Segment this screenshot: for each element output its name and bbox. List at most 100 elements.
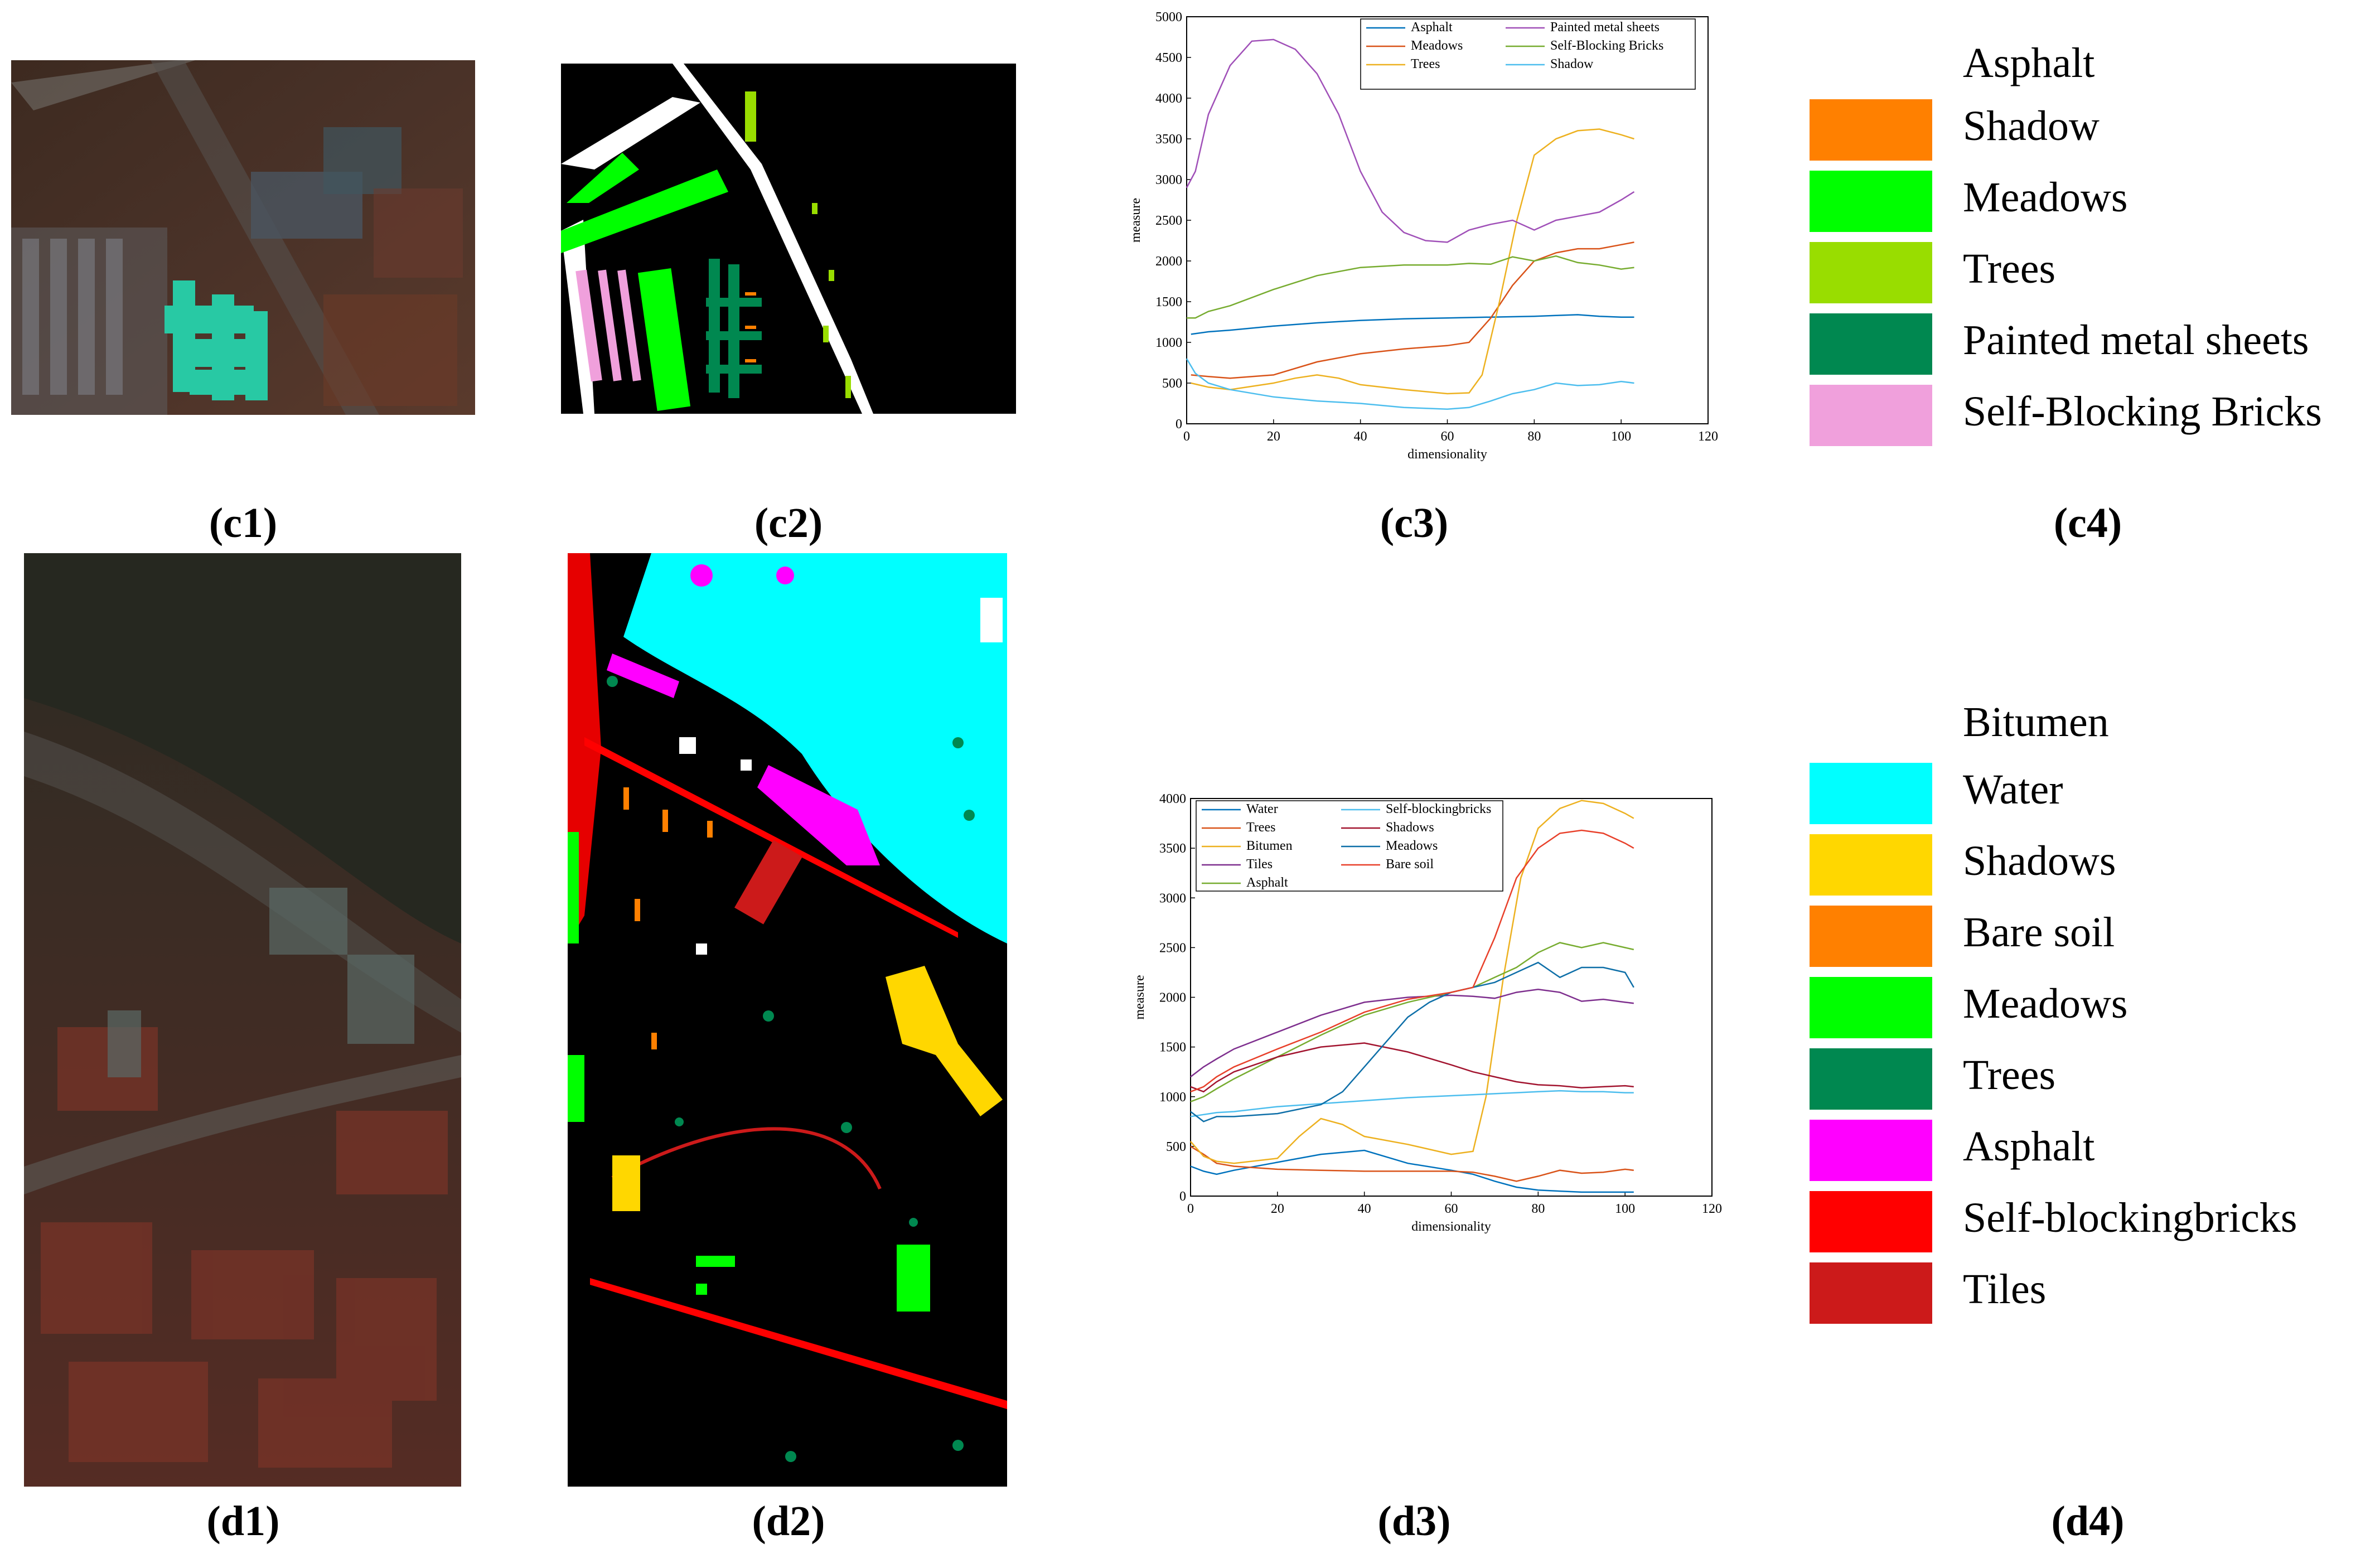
- chart-legend-label: Trees: [1411, 57, 1440, 71]
- y-tick-label: 2500: [1159, 941, 1186, 955]
- x-tick-label: 60: [1441, 429, 1454, 444]
- legend_d4-item: Meadows: [1801, 977, 2359, 1038]
- d3-spectral-chart: 0 20 40 60 80 100 120 0 500 1000 1500 2000 2500 3000 3…: [1133, 792, 1722, 1234]
- chart-legend-label: Self-blockingbricks: [1386, 802, 1491, 816]
- y-tick-label: 4000: [1155, 91, 1182, 106]
- d1-satellite-image: [24, 553, 461, 1487]
- y-tick-label: 0: [1176, 417, 1182, 432]
- legend_d4-swatch: [1810, 1262, 1932, 1324]
- series-line-trees: [1191, 128, 1634, 395]
- x-tick-label: 120: [1698, 429, 1718, 444]
- c1-satellite-image: [11, 60, 475, 415]
- c4-legend-header: Asphalt: [1963, 40, 2095, 86]
- legend_d4-label: Tiles: [1963, 1266, 2047, 1313]
- y-axis-label: measure: [1133, 975, 1147, 1020]
- x-tick-label: 20: [1271, 1202, 1284, 1216]
- series-line-meadows: [1191, 241, 1634, 379]
- caption-d1: (d1): [206, 1498, 280, 1545]
- chart-legend-label: Shadow: [1550, 57, 1594, 71]
- chart-legend-label: Asphalt: [1246, 875, 1288, 890]
- y-tick-label: 1500: [1159, 1041, 1186, 1055]
- y-tick-label: 2000: [1159, 991, 1186, 1005]
- y-tick-label: 0: [1179, 1189, 1186, 1204]
- caption-d3: (d3): [1377, 1498, 1451, 1545]
- y-tick-label: 2000: [1155, 254, 1182, 269]
- chart-legend-label: Asphalt: [1411, 20, 1453, 35]
- y-tick-label: 500: [1162, 376, 1182, 391]
- legend_d4-swatch: [1810, 763, 1932, 824]
- legend_c4-swatch: [1810, 242, 1932, 303]
- series-line-bare-soil: [1190, 829, 1634, 1092]
- y-tick-label: 3000: [1155, 173, 1182, 187]
- caption-c1: (c1): [209, 500, 278, 546]
- x-axis-label: dimensionality: [1407, 447, 1487, 462]
- legend_c4-swatch: [1810, 385, 1932, 446]
- legend_c4-swatch: [1810, 99, 1932, 161]
- y-tick-label: 1500: [1155, 295, 1182, 309]
- d4-legend: Bitumen Water Shadows Bare soil Meadows Tree…: [1801, 691, 2380, 1327]
- series-line-painted-metal-sheets: [1186, 38, 1635, 243]
- d4-legend-header: Bitumen: [1963, 699, 2109, 746]
- chart-legend-label: Painted metal sheets: [1550, 20, 1660, 35]
- legend_d4-swatch: [1810, 977, 1932, 1038]
- legend_c4-item: Painted metal sheets: [1801, 313, 2359, 375]
- legend_c4-item: Trees: [1801, 242, 2359, 303]
- legend_d4-label: Asphalt: [1963, 1123, 2095, 1170]
- d2-ground-truth-map: [568, 553, 1007, 1487]
- chart-legend-label: Trees: [1246, 820, 1275, 835]
- legend_c4-label: Shadow: [1963, 103, 2100, 149]
- legend_c4-label: Self-Blocking Bricks: [1963, 388, 2322, 435]
- chart-legend-label: Water: [1246, 802, 1278, 816]
- x-tick-label: 60: [1445, 1202, 1458, 1216]
- x-tick-label: 40: [1354, 429, 1367, 444]
- legend_d4-swatch: [1810, 1120, 1932, 1181]
- y-tick-label: 4000: [1159, 792, 1186, 806]
- c2-ground-truth-art: [561, 64, 1016, 414]
- x-axis-label: dimensionality: [1411, 1220, 1491, 1234]
- legend_c4-item: Meadows: [1801, 171, 2359, 232]
- series-line-meadows: [1190, 961, 1634, 1122]
- x-tick-label: 120: [1702, 1202, 1722, 1216]
- series-line-trees: [1190, 1145, 1634, 1182]
- y-tick-label: 1000: [1155, 336, 1182, 350]
- y-tick-label: 5000: [1155, 10, 1182, 25]
- chart-legend-label: Shadows: [1386, 820, 1434, 835]
- legend_d4-swatch: [1810, 834, 1932, 896]
- series-line-shadows: [1190, 1042, 1634, 1093]
- y-tick-label: 1000: [1159, 1090, 1186, 1105]
- x-tick-label: 80: [1527, 429, 1541, 444]
- legend_d4-swatch: [1810, 1191, 1932, 1252]
- y-tick-label: 3000: [1159, 891, 1186, 906]
- x-tick-label: 100: [1615, 1202, 1635, 1216]
- chart-legend-label: Tiles: [1246, 857, 1273, 872]
- legend_c4-item: Self-Blocking Bricks: [1801, 385, 2359, 446]
- caption-d4: (d4): [2051, 1498, 2125, 1545]
- legend_c4-item: Shadow: [1801, 99, 2359, 161]
- legend_d4-label: Bare soil: [1963, 909, 2115, 956]
- caption-c2: (c2): [754, 500, 823, 546]
- legend_d4-item: Shadows: [1801, 834, 2359, 896]
- d1-satellite-art: [24, 553, 461, 1487]
- series-line-self-blocking-bricks: [1187, 255, 1634, 319]
- y-tick-label: 4500: [1155, 51, 1182, 65]
- y-tick-label: 2500: [1155, 214, 1182, 228]
- chart-legend-box: [1360, 18, 1696, 90]
- y-tick-label: 3500: [1159, 841, 1186, 856]
- chart-legend-label: Bare soil: [1386, 857, 1434, 872]
- legend_d4-item: Tiles: [1801, 1262, 2359, 1324]
- legend_c4-label: Meadows: [1963, 174, 2128, 221]
- series-line-tiles: [1190, 988, 1634, 1078]
- legend_d4-item: Bare soil: [1801, 906, 2359, 967]
- c3-spectral-chart: 0 20 40 60 80 100 120 0 500 1000 1500 2000 2500 3000 3…: [1129, 10, 1718, 462]
- x-tick-label: 0: [1187, 1202, 1194, 1216]
- caption-d2: (d2): [752, 1498, 825, 1545]
- legend_c4-label: Trees: [1963, 245, 2056, 292]
- legend_d4-swatch: [1810, 906, 1932, 967]
- legend_d4-item: Trees: [1801, 1048, 2359, 1110]
- x-tick-label: 40: [1358, 1202, 1371, 1216]
- y-axis-label: measure: [1129, 198, 1143, 243]
- legend_d4-label: Trees: [1963, 1052, 2056, 1099]
- chart-legend-label: Meadows: [1386, 839, 1438, 853]
- d2-ground-truth-art: [568, 553, 1007, 1487]
- legend_c4-swatch: [1810, 171, 1932, 232]
